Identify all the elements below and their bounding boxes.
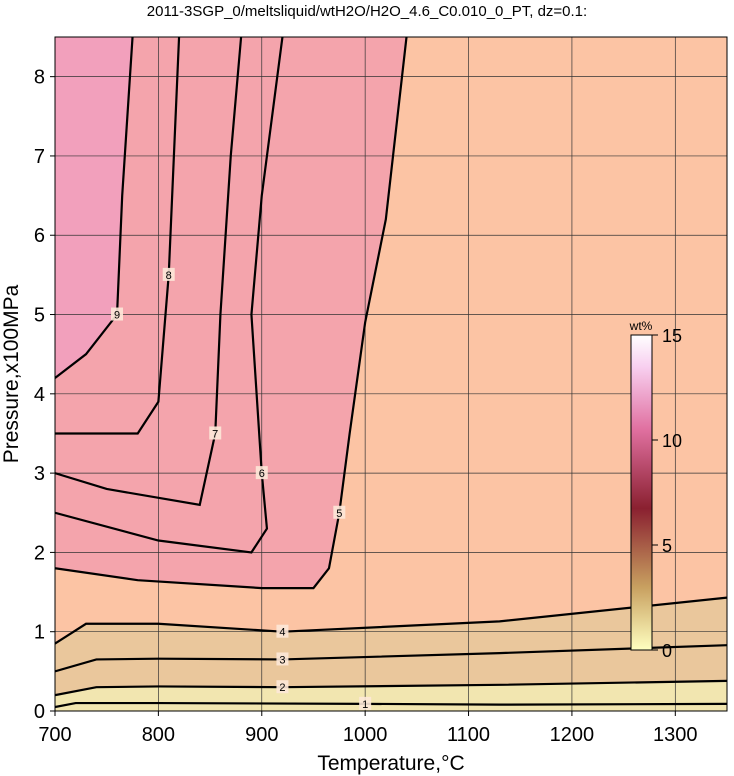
contour-label: 7 (212, 428, 218, 440)
contour-label-bg (209, 426, 222, 440)
x-tick-label: 900 (245, 724, 278, 746)
colorbar-tick-label: 15 (662, 326, 682, 346)
y-axis-label: Pressure,x100MPa (0, 284, 23, 463)
contour-label: 9 (114, 310, 120, 322)
y-tick-label: 5 (34, 305, 45, 327)
colorbar-label: wt% (629, 319, 653, 333)
contour-line (55, 37, 181, 435)
y-tick-label: 7 (34, 146, 45, 168)
contour-label: 4 (279, 627, 285, 639)
x-axis-label: Temperature,°C (317, 752, 464, 775)
contour-line (55, 679, 727, 697)
region-fill (55, 597, 727, 711)
colorbar-tick-label: 0 (662, 641, 672, 661)
plot-frame (54, 36, 728, 712)
x-tick-label: 700 (38, 724, 71, 746)
region-fill (55, 37, 407, 589)
contour-line (55, 596, 727, 645)
y-tick-label: 6 (34, 225, 45, 247)
contour-label: 8 (166, 270, 172, 282)
contour-label-bg (162, 267, 175, 281)
contour-label: 3 (279, 654, 285, 666)
y-tick-label: 8 (34, 67, 45, 89)
contour-line (55, 644, 727, 673)
x-tick-label: 1000 (343, 724, 388, 746)
region-fill (55, 37, 133, 378)
y-tick-label: 0 (34, 701, 45, 723)
y-tick-label: 1 (34, 622, 45, 644)
contour-label: 6 (259, 468, 265, 480)
contour-label-bg (359, 696, 372, 710)
contour-line (55, 37, 408, 590)
contour-line (55, 701, 727, 709)
contour-label: 1 (362, 699, 368, 711)
contour-label-bg (276, 680, 289, 694)
y-tick-label: 2 (34, 542, 45, 564)
x-tick-label: 1100 (447, 724, 490, 746)
contour-label-bg (276, 652, 289, 666)
contour-label-bg (111, 307, 124, 321)
contour-label: 2 (279, 682, 285, 694)
contour-label-bg (333, 505, 346, 519)
chart-title: 2011-3SGP_0/meltsliquid/wtH2O/H2O_4.6_C0… (147, 3, 587, 20)
y-tick-label: 3 (34, 463, 45, 485)
colorbar (630, 334, 653, 651)
colorbar-tick-label: 5 (662, 536, 672, 556)
x-tick-label: 1300 (653, 724, 698, 746)
x-tick-label: 1200 (550, 724, 595, 746)
x-tick-label: 800 (142, 724, 175, 746)
contour-label: 5 (336, 508, 342, 520)
contour-label-bg (276, 624, 289, 638)
y-tick-label: 4 (34, 384, 45, 406)
contour-label-bg (255, 466, 268, 480)
colorbar-tick-label: 10 (662, 431, 682, 451)
